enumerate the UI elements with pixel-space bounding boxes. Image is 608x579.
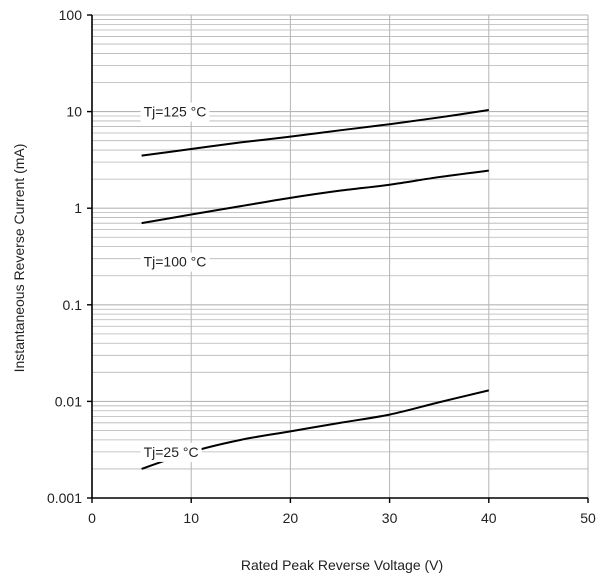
y-tick-label: 0.1 (63, 297, 83, 313)
grid (92, 14, 589, 499)
y-tick-label: 10 (66, 104, 82, 120)
y-tick-label: 0.01 (55, 393, 82, 409)
y-tick-label: 100 (59, 7, 83, 23)
x-tick-label: 50 (580, 510, 596, 526)
curves (141, 108, 490, 470)
series-label-bg (140, 252, 210, 272)
series-line (141, 108, 489, 157)
x-tick-label: 20 (283, 510, 299, 526)
series-label: Tj=25 °C (144, 444, 199, 460)
x-tick-label: 0 (88, 510, 96, 526)
x-tick-label: 10 (183, 510, 199, 526)
series-label-bg (140, 442, 202, 462)
x-tick-label: 40 (481, 510, 497, 526)
axes (87, 14, 589, 503)
y-tick-label: 0.001 (47, 490, 82, 506)
y-axis-title: Instantaneous Reverse Current (mA) (11, 144, 27, 373)
y-tick-label: 1 (74, 200, 82, 216)
series-line (141, 169, 489, 225)
x-tick-label: 30 (382, 510, 398, 526)
x-axis-title: Rated Peak Reverse Voltage (V) (241, 557, 443, 573)
series-label: Tj=100 °C (144, 254, 207, 270)
series-label: Tj=125 °C (144, 104, 207, 120)
curve-labels: Tj=125 °C Tj=100 °C Tj=25 °C (140, 102, 210, 462)
tick-labels: 0.001 0.01 0.1 1 10 100 0 10 20 30 40 50 (47, 7, 596, 526)
series-label-bg (140, 102, 210, 122)
